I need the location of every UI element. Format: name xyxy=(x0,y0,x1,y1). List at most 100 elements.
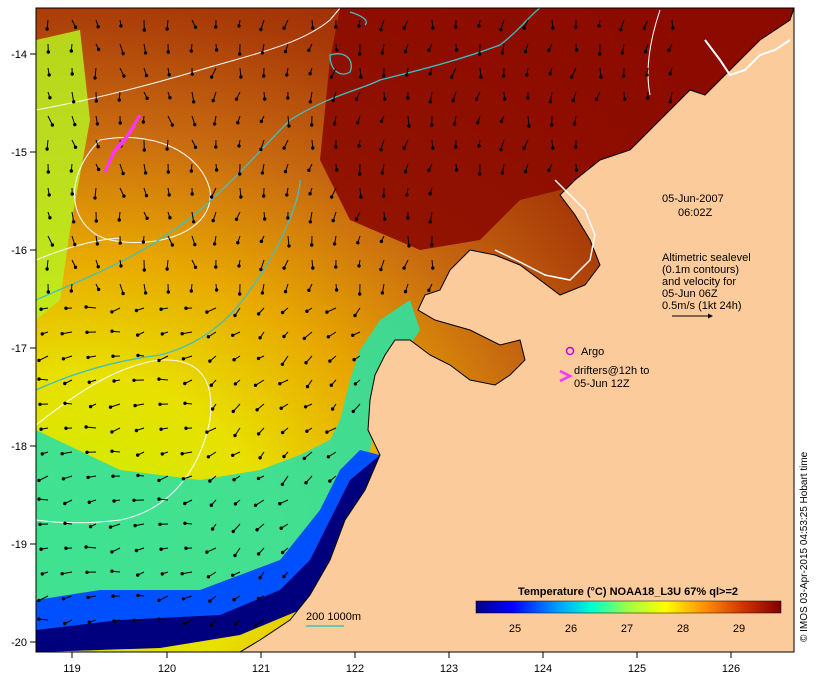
velocity-arrow-head xyxy=(132,618,136,622)
velocity-arrow-head xyxy=(159,427,163,431)
velocity-arrow-head xyxy=(427,288,431,292)
velocity-arrows xyxy=(37,19,675,627)
velocity-arrow-head xyxy=(279,526,283,530)
velocity-arrow-head xyxy=(256,552,261,556)
velocity-arrow-head xyxy=(142,148,147,152)
velocity-arrow-head xyxy=(134,308,139,313)
velocity-arrow-head xyxy=(70,192,74,196)
velocity-arrow-head xyxy=(72,220,76,224)
velocity-arrow-head xyxy=(38,522,42,526)
velocity-arrow-head xyxy=(61,357,66,361)
velocity-arrow-head xyxy=(87,380,92,384)
velocity-arrow-head xyxy=(574,25,578,29)
velocity-arrow-head xyxy=(282,266,286,270)
lon-tick: 124 xyxy=(534,663,552,675)
velocity-arrow-head xyxy=(37,598,41,603)
velocity-arrow-head xyxy=(40,332,44,336)
velocity-arrow-head xyxy=(121,51,125,56)
velocity-arrow-head xyxy=(166,170,171,174)
velocity-arrow-head xyxy=(454,168,459,172)
velocity-arrow-head xyxy=(214,265,218,269)
velocity-arrow-head xyxy=(37,617,41,621)
velocity-arrow-head xyxy=(133,403,137,408)
velocity-arrow-head xyxy=(431,146,435,150)
velocity-arrow-head xyxy=(206,455,211,459)
velocity-arrow-head xyxy=(47,73,51,77)
velocity-arrow-head xyxy=(454,145,458,149)
velocity-arrow-head xyxy=(160,452,165,456)
velocity-arrow-head xyxy=(334,145,338,149)
velocity-arrow-head xyxy=(158,522,162,526)
altimetry-line: 0.5m/s (1kt 24h) xyxy=(662,300,741,312)
velocity-arrow-head xyxy=(255,408,259,412)
velocity-arrow-head xyxy=(236,121,240,125)
velocity-arrow-head xyxy=(157,617,161,621)
velocity-arrow-head xyxy=(303,405,308,409)
velocity-arrow-head xyxy=(477,24,481,28)
velocity-arrow-head xyxy=(358,52,362,56)
velocity-arrow-head xyxy=(305,429,309,433)
velocity-arrow-head xyxy=(233,553,237,558)
lat-tick: -15 xyxy=(11,147,27,159)
velocity-arrow-head xyxy=(523,49,528,54)
velocity-arrow-head xyxy=(256,356,261,361)
velocity-arrow-head xyxy=(278,382,282,386)
velocity-arrow-head xyxy=(88,404,93,409)
velocity-arrow-head xyxy=(84,305,88,309)
velocity-arrow-head xyxy=(212,242,217,246)
velocity-arrow-head xyxy=(286,96,290,100)
velocity-arrow-head xyxy=(307,288,311,292)
velocity-arrow-head xyxy=(73,25,78,29)
velocity-arrow-head xyxy=(308,192,312,196)
velocity-arrow-head xyxy=(428,220,432,224)
copyright-notice: © IMOS 03-Apr-2015 04:53:25 Hobart time xyxy=(799,451,810,642)
velocity-arrow-head xyxy=(96,145,100,149)
velocity-arrow-head xyxy=(502,74,506,78)
velocity-arrow-head xyxy=(357,264,361,268)
velocity-arrow-head xyxy=(354,97,359,101)
lat-axis: -14 -15 -16 -17 -18 -19 -20 xyxy=(11,49,36,649)
velocity-arrow-head xyxy=(623,97,627,101)
velocity-arrow-head xyxy=(331,218,335,223)
velocity-arrow-head xyxy=(479,75,483,79)
velocity-arrow-head xyxy=(134,428,139,433)
velocity-arrow-head xyxy=(87,500,92,504)
velocity-arrow-head xyxy=(305,384,310,389)
velocity-arrow-head xyxy=(205,550,209,554)
velocity-arrow-head xyxy=(110,329,114,333)
velocity-arrow-head xyxy=(160,332,165,336)
isobath-label: 200 1000m xyxy=(306,611,361,623)
velocity-arrow-head xyxy=(283,289,288,294)
velocity-arrow-head xyxy=(503,97,507,101)
velocity-arrow-head xyxy=(598,52,602,56)
velocity-arrow-head xyxy=(328,479,332,483)
float-legend: Argo drifters@12h to 05-Jun 12Z xyxy=(559,346,649,390)
velocity-arrow-head xyxy=(63,381,67,386)
colorbar-tick: 28 xyxy=(677,623,689,635)
velocity-arrow-head xyxy=(474,97,479,101)
velocity-arrow-head xyxy=(166,50,171,54)
velocity-arrow-head xyxy=(231,453,235,457)
velocity-arrow-head xyxy=(108,525,113,529)
velocity-arrow-head xyxy=(63,501,67,506)
velocity-arrow-head xyxy=(209,195,214,199)
velocity-arrow-head xyxy=(238,292,242,296)
velocity-arrow-head xyxy=(233,622,238,626)
isobath-lines xyxy=(36,8,541,391)
velocity-arrow-head xyxy=(280,550,285,555)
velocity-arrow-head xyxy=(259,27,263,32)
velocity-arrow-head xyxy=(133,523,137,528)
velocity-arrow-head xyxy=(478,52,482,56)
velocity-arrow-head xyxy=(328,359,332,363)
velocity-arrow-head xyxy=(547,168,551,173)
lat-tick: -18 xyxy=(11,441,27,453)
velocity-arrow-head xyxy=(500,51,505,55)
velocity-arrow-head xyxy=(166,290,171,294)
velocity-arrow-head xyxy=(144,73,149,78)
velocity-arrow-head xyxy=(37,478,41,483)
velocity-arrow-head xyxy=(144,193,149,198)
velocity-arrow-head xyxy=(527,124,531,128)
velocity-arrow-head xyxy=(159,547,163,551)
velocity-arrow-head xyxy=(522,26,526,30)
